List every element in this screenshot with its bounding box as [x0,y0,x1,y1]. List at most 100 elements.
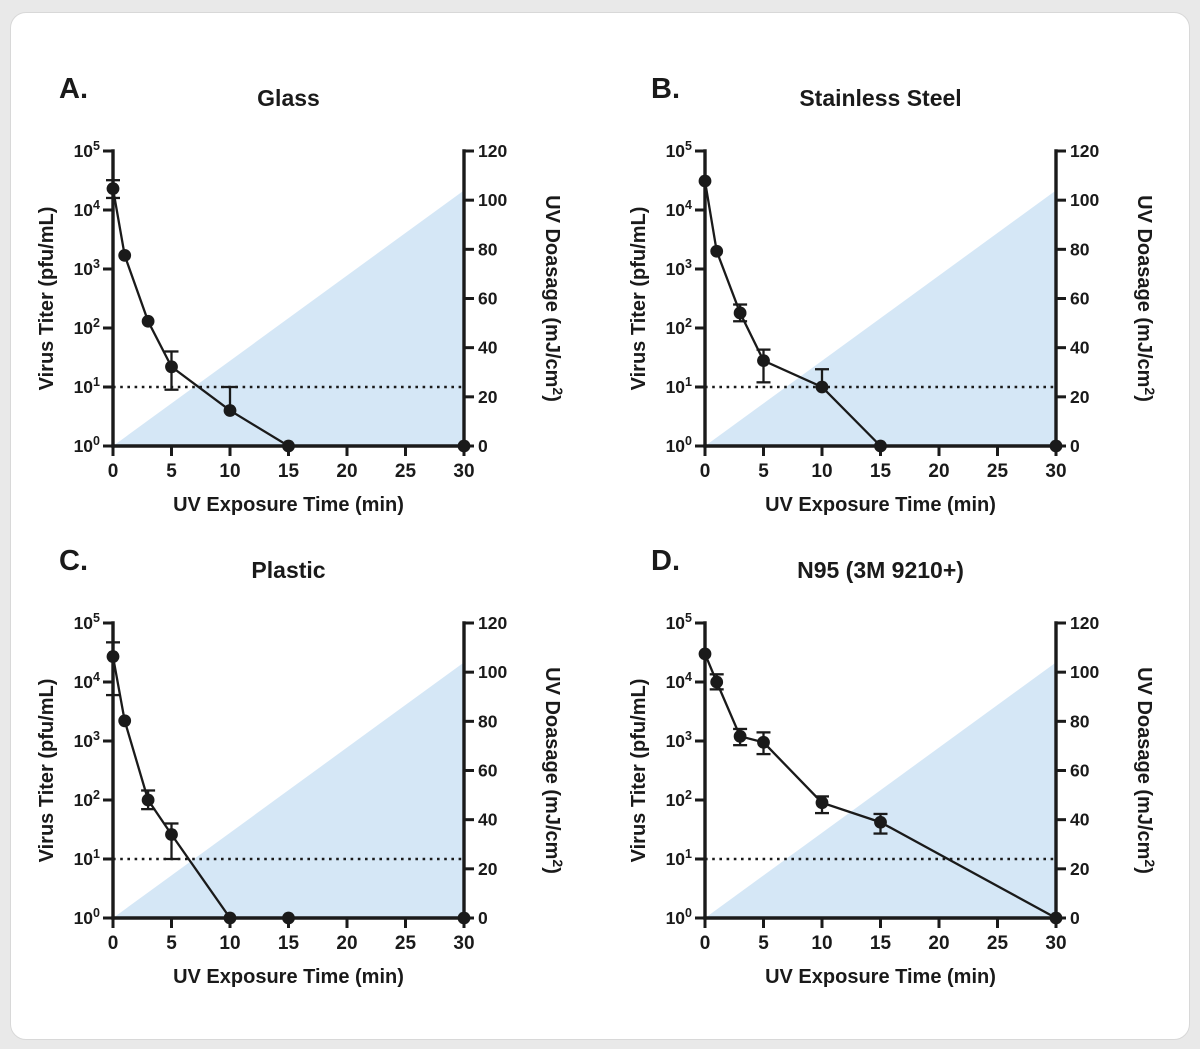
x-axis-title: UV Exposure Time (min) [765,494,996,516]
left-tick-label: 102 [666,316,692,338]
x-tick-label: 10 [811,461,832,482]
y-axis-title-left: Virus Titer (pfu/mL) [36,207,58,391]
right-tick-label: 60 [1070,761,1090,781]
right-tick-label: 80 [1070,239,1090,259]
panel-title: Glass [257,85,320,111]
x-tick-label: 0 [108,933,119,954]
right-tick-label: 100 [1070,662,1099,682]
left-tick-label: 101 [666,847,692,869]
right-tick-label: 120 [1070,141,1099,161]
x-tick-label: 5 [758,933,769,954]
data-point [710,244,724,258]
panel-title: N95 (3M 9210+) [797,557,964,583]
right-tick-label: 80 [478,239,498,259]
right-tick-label: 120 [1070,613,1099,633]
right-tick-label: 20 [478,859,498,879]
chart-glass: 100 101 102 103 104 105 0 20 40 60 80 100 120 0 5 10 15 2… [36,139,566,516]
data-point [223,404,237,417]
right-tick-label: 0 [478,436,488,456]
left-tick-label: 105 [666,611,692,633]
x-tick-label: 0 [108,461,119,482]
left-tick-label: 101 [666,375,692,397]
panel-letter: A. [59,73,88,105]
uv-dosage-area [113,190,464,446]
data-point [165,360,178,374]
x-tick-label: 15 [278,461,300,482]
right-tick-label: 40 [1070,810,1090,830]
x-axis-title: UV Exposure Time (min) [173,494,404,516]
x-tick-label: 0 [700,461,711,482]
panel-grid: A. Glass 100 101 102 103 104 105 0 20 40 60 80 100 1… [23,59,1191,1001]
panel-letter: C. [59,545,88,577]
left-tick-label: 105 [74,611,100,633]
x-tick-label: 25 [987,461,1009,482]
left-tick-label: 100 [74,906,100,928]
data-point [118,249,132,262]
x-tick-label: 30 [1045,933,1066,954]
right-tick-label: 20 [1070,387,1090,407]
y-axis-title-left: Virus Titer (pfu/mL) [36,679,58,863]
panel-letter: B. [651,73,680,105]
left-tick-label: 102 [74,788,100,810]
y-axis-title-right: UV Doasage (mJ/cm2) [541,667,566,874]
panel-title: Plastic [251,557,326,583]
x-tick-label: 20 [928,933,949,954]
data-point [757,735,770,749]
panel-plastic: C. Plastic 100 101 102 103 104 105 0 20 40 60 80 10… [23,531,599,1001]
data-point [733,729,747,743]
x-tick-label: 15 [870,461,892,482]
right-tick-label: 120 [478,141,507,161]
y-axis-title-right: UV Doasage (mJ/cm2) [1133,195,1158,402]
x-tick-label: 30 [453,461,474,482]
panel-n95: D. N95 (3M 9210+) 100 101 102 103 104 105 0 20 4… [615,531,1191,1001]
x-tick-label: 25 [987,933,1009,954]
right-tick-label: 20 [1070,859,1090,879]
left-tick-label: 100 [666,906,692,928]
left-tick-label: 105 [666,139,692,161]
data-point [710,675,724,689]
y-axis-title-right: UV Doasage (mJ/cm2) [1133,667,1158,874]
right-tick-label: 60 [478,289,498,309]
panel-letter: D. [651,545,680,577]
x-tick-label: 5 [166,461,177,482]
x-tick-label: 10 [219,461,240,482]
x-tick-label: 5 [758,461,769,482]
figure-card: A. Glass 100 101 102 103 104 105 0 20 40 60 80 100 1… [10,12,1190,1040]
x-tick-label: 15 [278,933,300,954]
x-tick-label: 10 [219,933,240,954]
right-tick-label: 100 [478,190,507,210]
data-point [165,828,178,841]
chart-stainless-steel: 100 101 102 103 104 105 0 20 40 60 80 100 120 0 5 10 15 2… [628,139,1158,516]
panel-glass: A. Glass 100 101 102 103 104 105 0 20 40 60 80 100 1… [23,59,599,529]
right-tick-label: 40 [1070,338,1090,358]
x-tick-label: 15 [870,933,892,954]
right-tick-label: 80 [1070,711,1090,731]
chart-n95: 100 101 102 103 104 105 0 20 40 60 80 100 120 0 5 10 15 2… [628,611,1158,988]
y-axis-title-right: UV Doasage (mJ/cm2) [541,195,566,402]
panel-stainless-steel: B. Stainless Steel 100 101 102 103 104 105 0 20… [615,59,1191,529]
x-tick-label: 25 [395,461,417,482]
left-tick-label: 103 [666,257,692,279]
right-tick-label: 100 [478,662,507,682]
y-axis-title-left: Virus Titer (pfu/mL) [628,207,650,391]
left-tick-label: 102 [666,788,692,810]
right-tick-label: 120 [478,613,507,633]
left-tick-label: 101 [74,375,100,397]
left-tick-label: 103 [666,729,692,751]
left-tick-label: 104 [74,670,100,692]
data-point [815,380,829,394]
panel-title: Stainless Steel [799,85,962,111]
x-tick-label: 0 [700,933,711,954]
x-tick-label: 20 [928,461,949,482]
left-tick-label: 104 [74,198,100,220]
data-point [874,815,887,829]
right-tick-label: 40 [478,810,498,830]
right-tick-label: 80 [478,711,498,731]
y-axis-title-left: Virus Titer (pfu/mL) [628,679,650,863]
left-tick-label: 104 [666,198,692,220]
chart-plastic: 100 101 102 103 104 105 0 20 40 60 80 100 120 0 5 10 15 2… [36,611,566,988]
data-point [141,314,155,328]
x-tick-label: 30 [453,933,474,954]
left-tick-label: 101 [74,847,100,869]
x-tick-label: 20 [336,461,357,482]
